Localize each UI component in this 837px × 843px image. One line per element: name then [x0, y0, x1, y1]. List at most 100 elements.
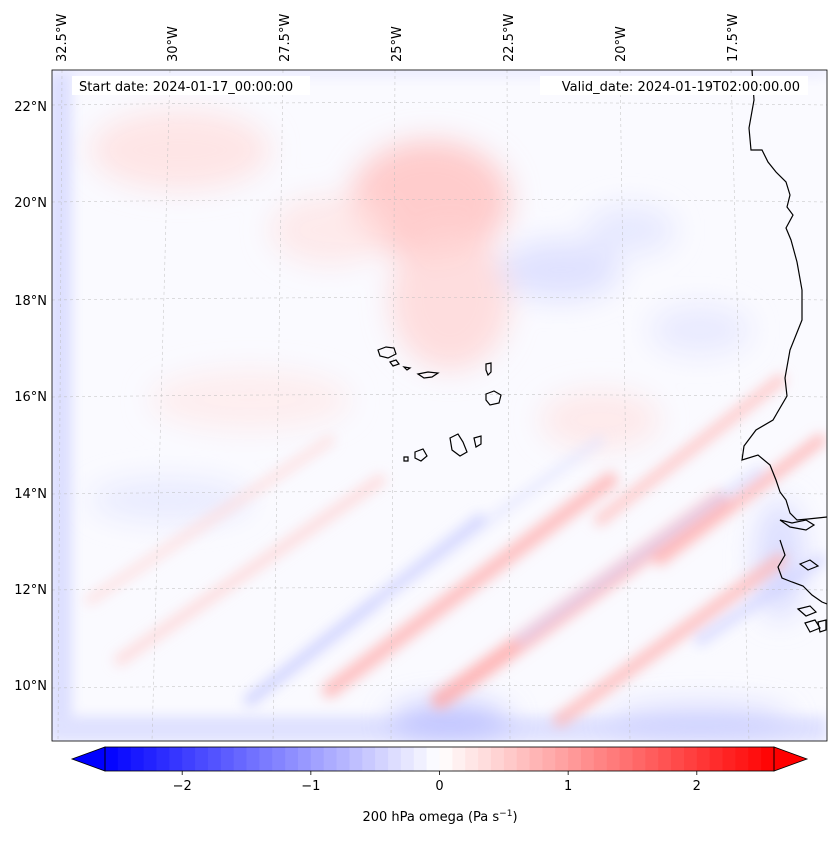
colorbar-segment [285, 747, 299, 771]
colorbar-segment [593, 747, 608, 771]
colorbar-segment [439, 747, 453, 771]
colorbar-segment [375, 747, 389, 771]
boundary-north [52, 70, 827, 76]
colorbar-tick-label: −1 [301, 779, 320, 794]
colorbar-min-arrow [70, 746, 106, 772]
colorbar-segment [259, 747, 273, 771]
colorbar-segment [310, 747, 325, 771]
colorbar-segment [529, 747, 544, 771]
colorbar-segment [465, 747, 479, 771]
start-date-label: Start date: 2024-01-17_00:00:00 [79, 80, 293, 95]
colorbar-tick-label: 0 [435, 779, 443, 794]
omega-patch [270, 195, 390, 265]
map-frame [51, 69, 828, 742]
lon-label: 30°W [166, 26, 181, 62]
omega-patch [540, 390, 660, 450]
colorbar-segment [195, 747, 209, 771]
island-outline [804, 619, 821, 633]
longitude-labels: 32.5°W 30°W 27.5°W 25°W 22.5°W 20°W 17.5… [55, 14, 741, 62]
colorbar-segment [207, 747, 222, 771]
parallel-line [52, 685, 827, 689]
colorbar-max-arrow [773, 746, 809, 772]
lon-label: 17.5°W [726, 14, 741, 62]
omega-streak [322, 472, 618, 698]
colorbar-segment [336, 747, 351, 771]
colorbar-segment [323, 747, 338, 771]
island-sao-vicente [389, 359, 400, 367]
island-outline [796, 605, 818, 617]
meridian-line [390, 70, 396, 741]
omega-streak [594, 374, 786, 526]
omega-streak [85, 435, 335, 605]
colorbar-segment [581, 747, 595, 771]
island-outline [798, 559, 820, 571]
omega-patch [500, 240, 620, 300]
meridian-line [506, 70, 511, 741]
island-brava [403, 456, 409, 462]
colorbar-segment [130, 747, 145, 771]
lon-label: 20°W [614, 26, 629, 62]
lat-label: 16°N [14, 390, 47, 405]
colorbar-segment [233, 747, 248, 771]
valid-date-box [540, 76, 808, 95]
colorbar-segment [671, 747, 685, 771]
colorbar-segment [619, 747, 634, 771]
colorbar-segment [490, 747, 505, 771]
latitude-labels: 22°N 20°N 18°N 16°N 14°N 12°N 10°N [14, 100, 47, 694]
graticule [52, 70, 827, 741]
lat-label: 14°N [14, 487, 47, 502]
meridian-line [272, 70, 284, 741]
parallel-line [52, 199, 827, 203]
colorbar-segment [735, 747, 749, 771]
meridian-line [619, 70, 631, 741]
lon-label: 32.5°W [55, 14, 70, 62]
colorbar-segment [143, 747, 158, 771]
colorbar-segment [632, 747, 646, 771]
colorbar-segment [722, 747, 737, 771]
colorbar-segment [388, 747, 402, 771]
colorbar-segment [478, 747, 492, 771]
island-santo-antao [377, 346, 397, 359]
colorbar-segment [156, 747, 170, 771]
colorbar: −2 −1 0 1 2 200 hPa omega (Pa s−1) [70, 746, 809, 825]
omega-streak [694, 554, 826, 646]
omega-streak [375, 435, 605, 605]
parallel-line [52, 587, 827, 591]
colorbar-segment [297, 747, 312, 771]
colorbar-segment [645, 747, 659, 771]
omega-patch [90, 110, 270, 190]
island-sal [485, 362, 492, 377]
colorbar-segment [117, 747, 132, 771]
parallel-line [52, 491, 827, 495]
island-fogo [414, 448, 428, 462]
colorbar-segment [400, 747, 415, 771]
omega-patch [90, 478, 250, 522]
colorbar-segment [349, 747, 363, 771]
meridian-line [730, 70, 750, 741]
parallel-line [52, 297, 827, 301]
omega-patch [650, 305, 750, 355]
omega-patch [390, 702, 510, 738]
lat-label: 20°N [14, 196, 47, 211]
colorbar-segment [246, 747, 260, 771]
colorbar-segment [542, 747, 556, 771]
colorbar-label-text: 200 hPa omega (Pa s [362, 810, 499, 825]
parallel-line [52, 394, 827, 398]
colorbar-label: 200 hPa omega (Pa s−1) [362, 809, 517, 825]
island-santiago [449, 433, 468, 457]
lat-label: 10°N [14, 679, 47, 694]
colorbar-segment [606, 747, 621, 771]
colorbar-segment [568, 747, 582, 771]
colorbar-tick-label: 1 [564, 779, 572, 794]
omega-patch [150, 370, 350, 430]
island-outline [779, 519, 816, 531]
colorbar-tick-label: 2 [693, 779, 701, 794]
lat-label: 22°N [14, 100, 47, 115]
island-santa-luzia [402, 366, 412, 371]
colorbar-segment [696, 747, 711, 771]
island-sao-nicolau [416, 371, 440, 379]
omega-patch [585, 205, 675, 255]
omega-field [52, 70, 827, 741]
omega-streak [114, 474, 386, 666]
